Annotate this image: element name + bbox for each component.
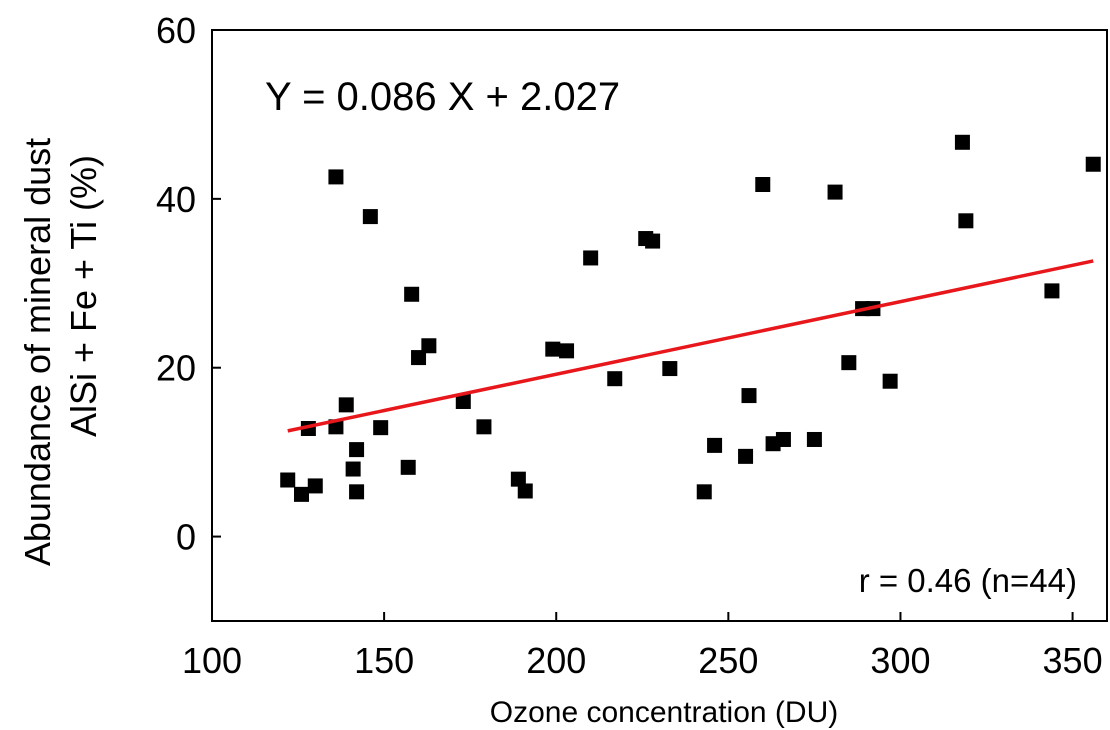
data-point — [1044, 283, 1060, 299]
data-point — [517, 483, 533, 499]
data-point — [954, 134, 970, 150]
data-point — [806, 431, 822, 447]
data-point — [349, 442, 365, 458]
data-point — [328, 169, 344, 185]
y-tick-label: 60 — [156, 10, 196, 51]
y-tick-label: 20 — [156, 348, 196, 389]
data-point — [510, 471, 526, 487]
data-point — [400, 459, 416, 475]
data-point — [583, 250, 599, 266]
data-point — [775, 431, 791, 447]
x-tick-label: 150 — [354, 640, 414, 681]
data-point — [349, 484, 365, 500]
regression-equation: Y = 0.086 X + 2.027 — [265, 75, 620, 119]
data-point — [1085, 156, 1101, 172]
data-point — [404, 286, 420, 302]
y-tick-label: 40 — [156, 179, 196, 220]
data-point — [338, 397, 354, 413]
regression-line — [287, 259, 1094, 433]
data-point — [741, 388, 757, 404]
y-axis: 0 20 40 60 — [156, 10, 221, 558]
data-point — [294, 486, 309, 502]
x-tick-label: 200 — [526, 640, 586, 681]
y-tick-label: 0 — [176, 517, 196, 558]
data-point — [307, 478, 323, 494]
x-tick-label: 300 — [870, 640, 930, 681]
data-points — [280, 134, 1101, 502]
data-point — [345, 461, 361, 477]
data-point — [755, 177, 771, 193]
data-point — [476, 419, 492, 435]
data-point — [373, 420, 389, 436]
correlation-stats: r = 0.46 (n=44) — [859, 562, 1077, 599]
data-point — [607, 371, 623, 387]
x-tick-label: 350 — [1043, 640, 1103, 681]
plot-border — [211, 29, 1108, 622]
data-point — [662, 361, 678, 377]
data-point — [645, 233, 661, 249]
plot-frame — [211, 29, 1108, 622]
data-point — [362, 209, 378, 225]
data-point — [738, 448, 754, 464]
x-axis-title: Ozone concentration (DU) — [490, 696, 839, 729]
x-tick-label: 100 — [182, 640, 242, 681]
data-point — [707, 437, 723, 453]
y-axis-title-line2: AlSi + Fe + Ti (%) — [63, 155, 104, 437]
x-axis: 100 150 200 250 300 350 — [182, 612, 1103, 681]
data-point — [696, 484, 712, 500]
data-point — [545, 341, 561, 357]
data-point — [559, 343, 575, 359]
y-axis-title-line1: Abundance of mineral dust — [17, 138, 58, 566]
data-point — [411, 350, 427, 366]
data-point — [455, 393, 471, 409]
data-point — [882, 373, 898, 389]
x-tick-label: 250 — [698, 640, 758, 681]
regression-line-group — [287, 259, 1094, 433]
data-point — [958, 213, 974, 229]
data-point — [827, 184, 843, 200]
data-point — [280, 472, 296, 488]
data-point — [841, 355, 857, 371]
data-point — [421, 338, 437, 354]
